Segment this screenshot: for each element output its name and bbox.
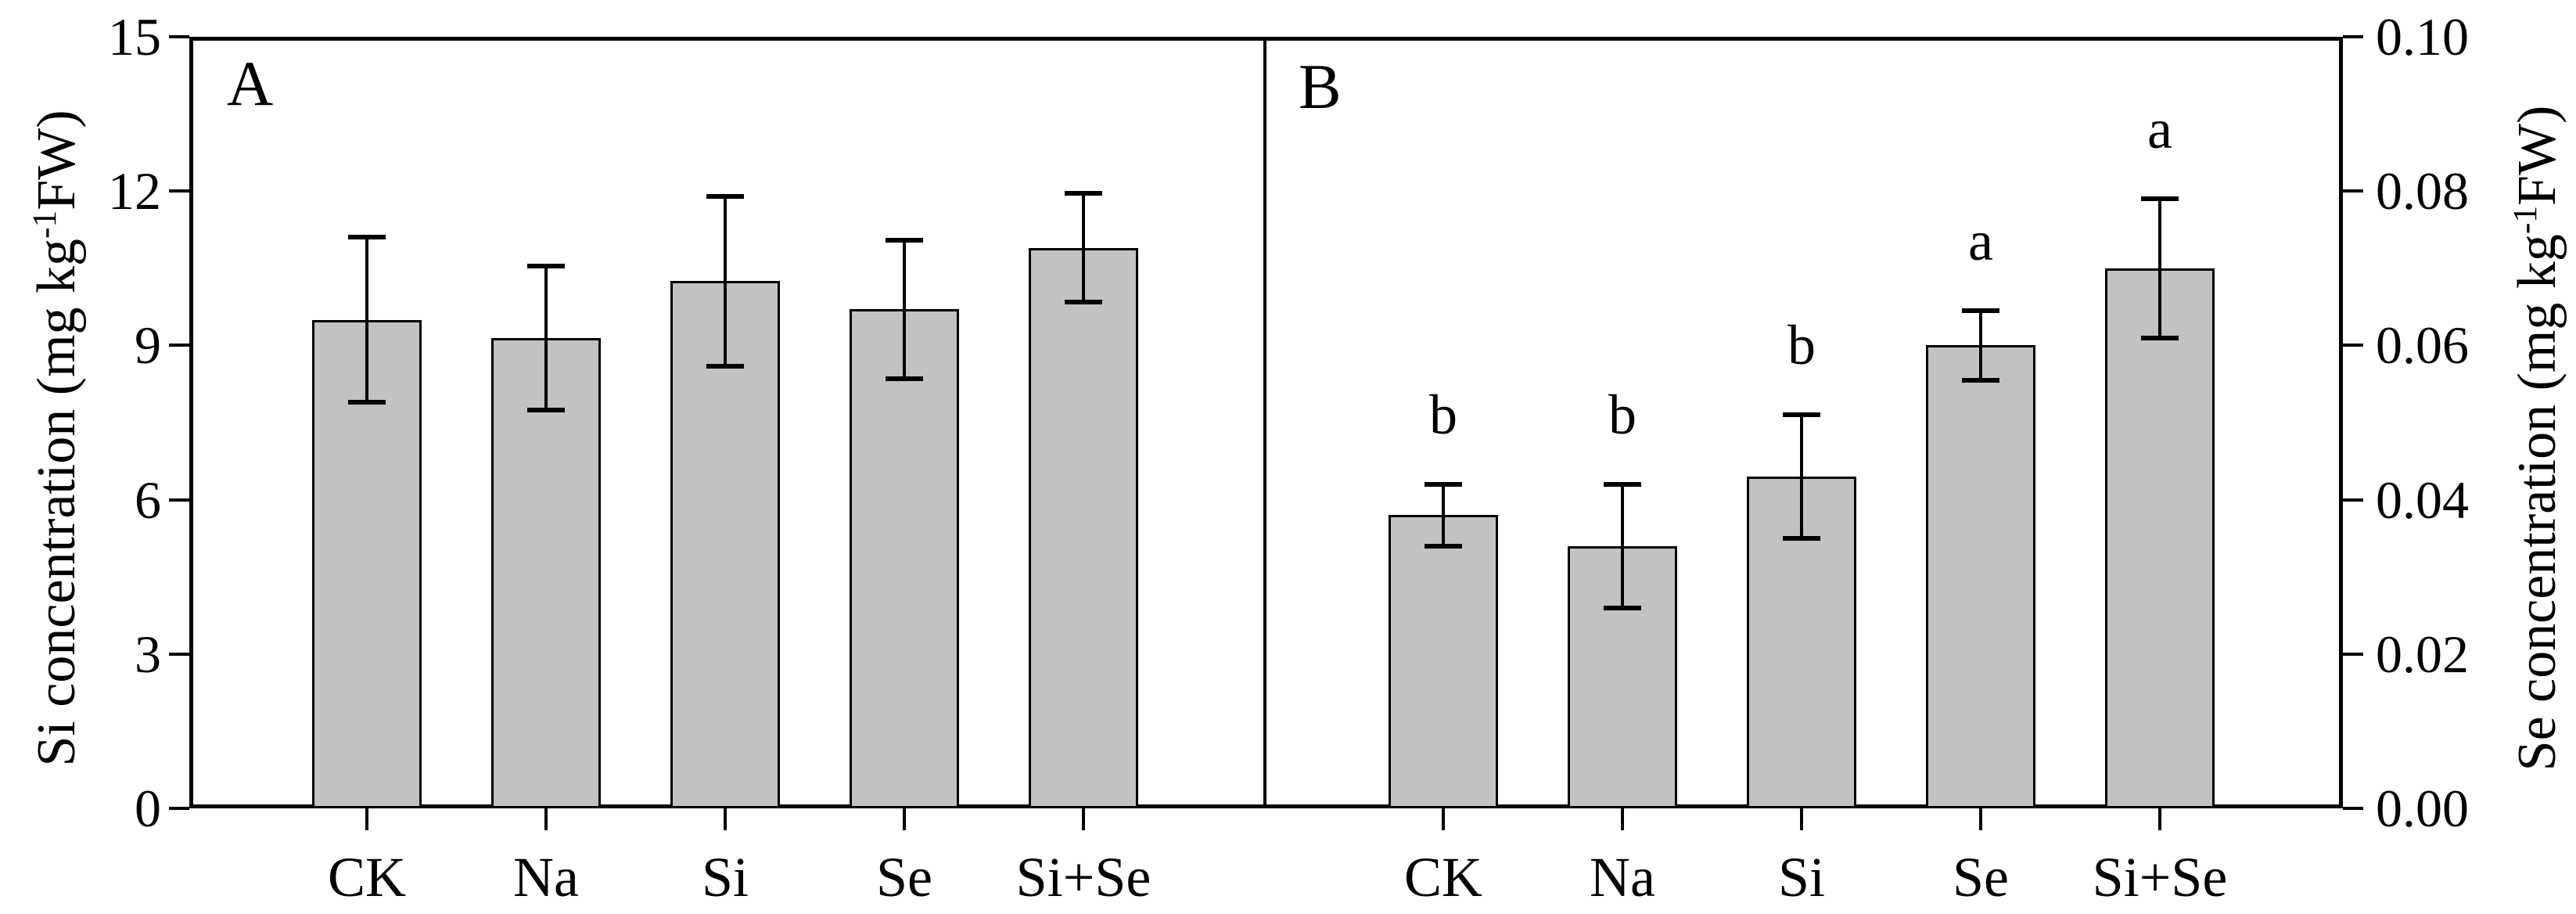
error-bar-top-cap-Na (1604, 481, 1641, 487)
left-y-tick-label: 0 (135, 779, 161, 838)
error-bar-Si+Se (1082, 193, 1085, 302)
error-bar-Se (1979, 311, 1982, 380)
left-y-tick-mark (169, 652, 189, 656)
error-bar-bottom-cap-Na (527, 407, 565, 412)
error-bar-bottom-cap-CK (1425, 543, 1462, 549)
error-bar-Na (544, 265, 548, 410)
x-tick-mark-Na (1621, 808, 1624, 830)
x-tick-label-Si+Se: Si+Se (1015, 846, 1151, 909)
bar-Se (850, 309, 959, 808)
error-bar-Se (903, 239, 906, 380)
x-tick-mark-Si+Se (2158, 808, 2161, 830)
significance-letter-Si: b (1787, 314, 1816, 377)
left-y-tick-label: 9 (135, 315, 161, 376)
panel-label-a: A (227, 48, 274, 119)
error-bar-top-cap-Si (706, 193, 744, 199)
bar-Si (670, 281, 780, 808)
right-y-tick-mark (2343, 344, 2363, 347)
error-bar-bottom-cap-CK (348, 399, 386, 405)
x-tick-label-Se: Se (876, 846, 932, 909)
left-y-tick-label: 3 (135, 624, 161, 684)
error-bar-Si (724, 196, 727, 366)
error-bar-top-cap-Si+Se (1065, 191, 1102, 196)
error-bar-bottom-cap-Se (1962, 377, 1999, 383)
right-y-tick-label: 0.04 (2376, 470, 2469, 530)
right-y-tick-label: 0.08 (2376, 161, 2469, 221)
error-bar-top-cap-Se (1962, 308, 1999, 314)
bar-Si+Se (2105, 268, 2215, 808)
panel-label-b: B (1299, 51, 1342, 122)
significance-letter-Se: a (1968, 210, 1993, 273)
left-y-tick-mark (169, 35, 189, 38)
error-bar-CK (365, 237, 368, 402)
right-y-tick-label: 0.10 (2376, 7, 2469, 67)
x-tick-label-Se: Se (1953, 846, 2009, 909)
left-y-tick-mark (169, 498, 189, 502)
error-bar-bottom-cap-Si (1783, 535, 1820, 541)
error-bar-bottom-cap-Si (706, 363, 744, 369)
significance-letter-Na: b (1608, 383, 1636, 446)
right-y-tick-mark (2343, 35, 2363, 38)
error-bar-Si+Se (2158, 199, 2161, 338)
x-tick-label-CK: CK (327, 846, 407, 909)
x-tick-mark-Si (724, 808, 727, 830)
error-bar-Na (1621, 484, 1624, 608)
x-tick-label-Si+Se: Si+Se (2092, 846, 2228, 909)
right-y-tick-mark (2343, 807, 2363, 810)
panel-divider (1263, 37, 1266, 808)
right-y-tick-mark (2343, 498, 2363, 502)
error-bar-Si (1800, 415, 1803, 538)
x-tick-mark-Se (1979, 808, 1982, 830)
right-y-tick-label: 0.02 (2376, 624, 2469, 684)
x-tick-mark-Se (903, 808, 906, 830)
x-tick-label-Si: Si (1777, 846, 1826, 909)
error-bar-top-cap-CK (1425, 481, 1462, 487)
error-bar-bottom-cap-Si+Se (2141, 335, 2179, 340)
x-tick-label-Si: Si (701, 846, 749, 909)
x-tick-mark-CK (365, 808, 368, 830)
left-y-tick-mark (169, 189, 189, 193)
significance-letter-CK: b (1429, 383, 1457, 446)
right-y-tick-label: 0.06 (2376, 315, 2469, 376)
significance-letter-Si+Se: a (2147, 98, 2172, 161)
error-bar-top-cap-Se (886, 237, 923, 243)
error-bar-top-cap-CK (348, 235, 386, 240)
left-y-tick-label: 15 (108, 7, 161, 67)
x-tick-mark-Si (1800, 808, 1803, 830)
error-bar-bottom-cap-Si+Se (1065, 299, 1102, 304)
left-y-tick-label: 6 (135, 470, 161, 530)
right-y-tick-mark (2343, 652, 2363, 656)
error-bar-bottom-cap-Na (1604, 605, 1641, 610)
left-y-tick-mark (169, 344, 189, 347)
right-y-tick-label: 0.00 (2376, 779, 2469, 838)
error-bar-CK (1442, 484, 1445, 546)
error-bar-top-cap-Na (527, 263, 565, 268)
error-bar-top-cap-Si+Se (2141, 196, 2179, 202)
left-y-tick-label: 12 (108, 161, 161, 221)
left-y-tick-mark (169, 807, 189, 810)
x-tick-label-Na: Na (513, 846, 579, 909)
x-tick-mark-Na (544, 808, 548, 830)
x-tick-label-CK: CK (1403, 846, 1483, 909)
x-tick-label-Na: Na (1590, 846, 1655, 909)
x-tick-mark-CK (1442, 808, 1445, 830)
error-bar-bottom-cap-Se (886, 376, 923, 382)
bar-CK (1389, 515, 1498, 808)
error-bar-top-cap-Si (1783, 412, 1820, 418)
bar-Si+Se (1029, 247, 1138, 808)
bar-Se (1926, 345, 2035, 808)
right-y-tick-mark (2343, 189, 2363, 193)
x-tick-mark-Si+Se (1082, 808, 1085, 830)
bar-Na (491, 337, 601, 808)
